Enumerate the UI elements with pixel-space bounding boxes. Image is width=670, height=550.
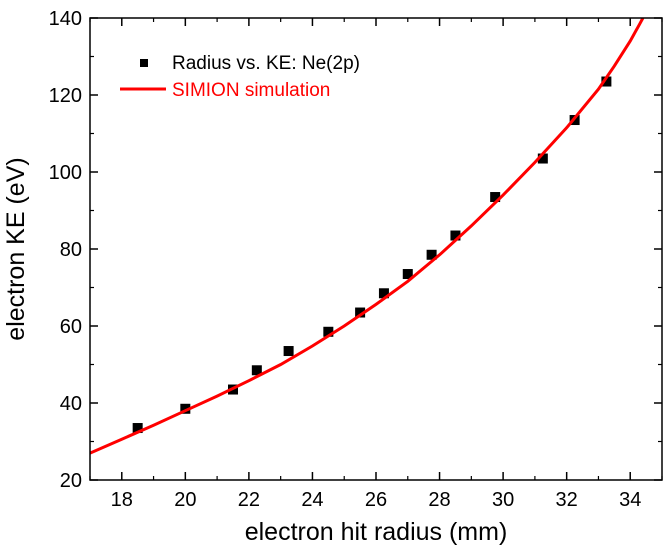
y-axis-title: electron KE (eV) (2, 157, 30, 340)
y-tick-label: 60 (60, 316, 82, 338)
legend: Radius vs. KE: Ne(2p) SIMION simulation (120, 53, 360, 101)
legend-label-simion: SIMION simulation (172, 80, 330, 101)
x-tick-label: 28 (428, 489, 450, 511)
x-tick-label: 18 (111, 489, 133, 511)
axes-layer: 18 20 22 24 26 28 30 32 34 20 40 60 80 100 120 140 (49, 8, 662, 511)
x-axis-title: electron hit radius (mm) (245, 518, 508, 546)
y-tick-label: 80 (60, 239, 82, 261)
legend-marker-radius-vs-ke (140, 59, 148, 67)
legend-label-radius-vs-ke: Radius vs. KE: Ne(2p) (172, 53, 360, 74)
x-tick-label: 32 (556, 489, 578, 511)
y-tick-label: 120 (49, 85, 82, 107)
x-tick-label: 34 (619, 489, 641, 511)
y-tick-label: 20 (60, 470, 82, 492)
x-tick-label: 24 (301, 489, 323, 511)
data-point (284, 346, 294, 356)
y-tick-label: 40 (60, 393, 82, 415)
y-tick-label: 100 (49, 162, 82, 184)
x-tick-label: 30 (492, 489, 514, 511)
x-tick-label: 20 (174, 489, 196, 511)
y-tick-label: 140 (49, 8, 82, 30)
x-tick-label: 22 (238, 489, 260, 511)
x-tick-label: 26 (365, 489, 387, 511)
